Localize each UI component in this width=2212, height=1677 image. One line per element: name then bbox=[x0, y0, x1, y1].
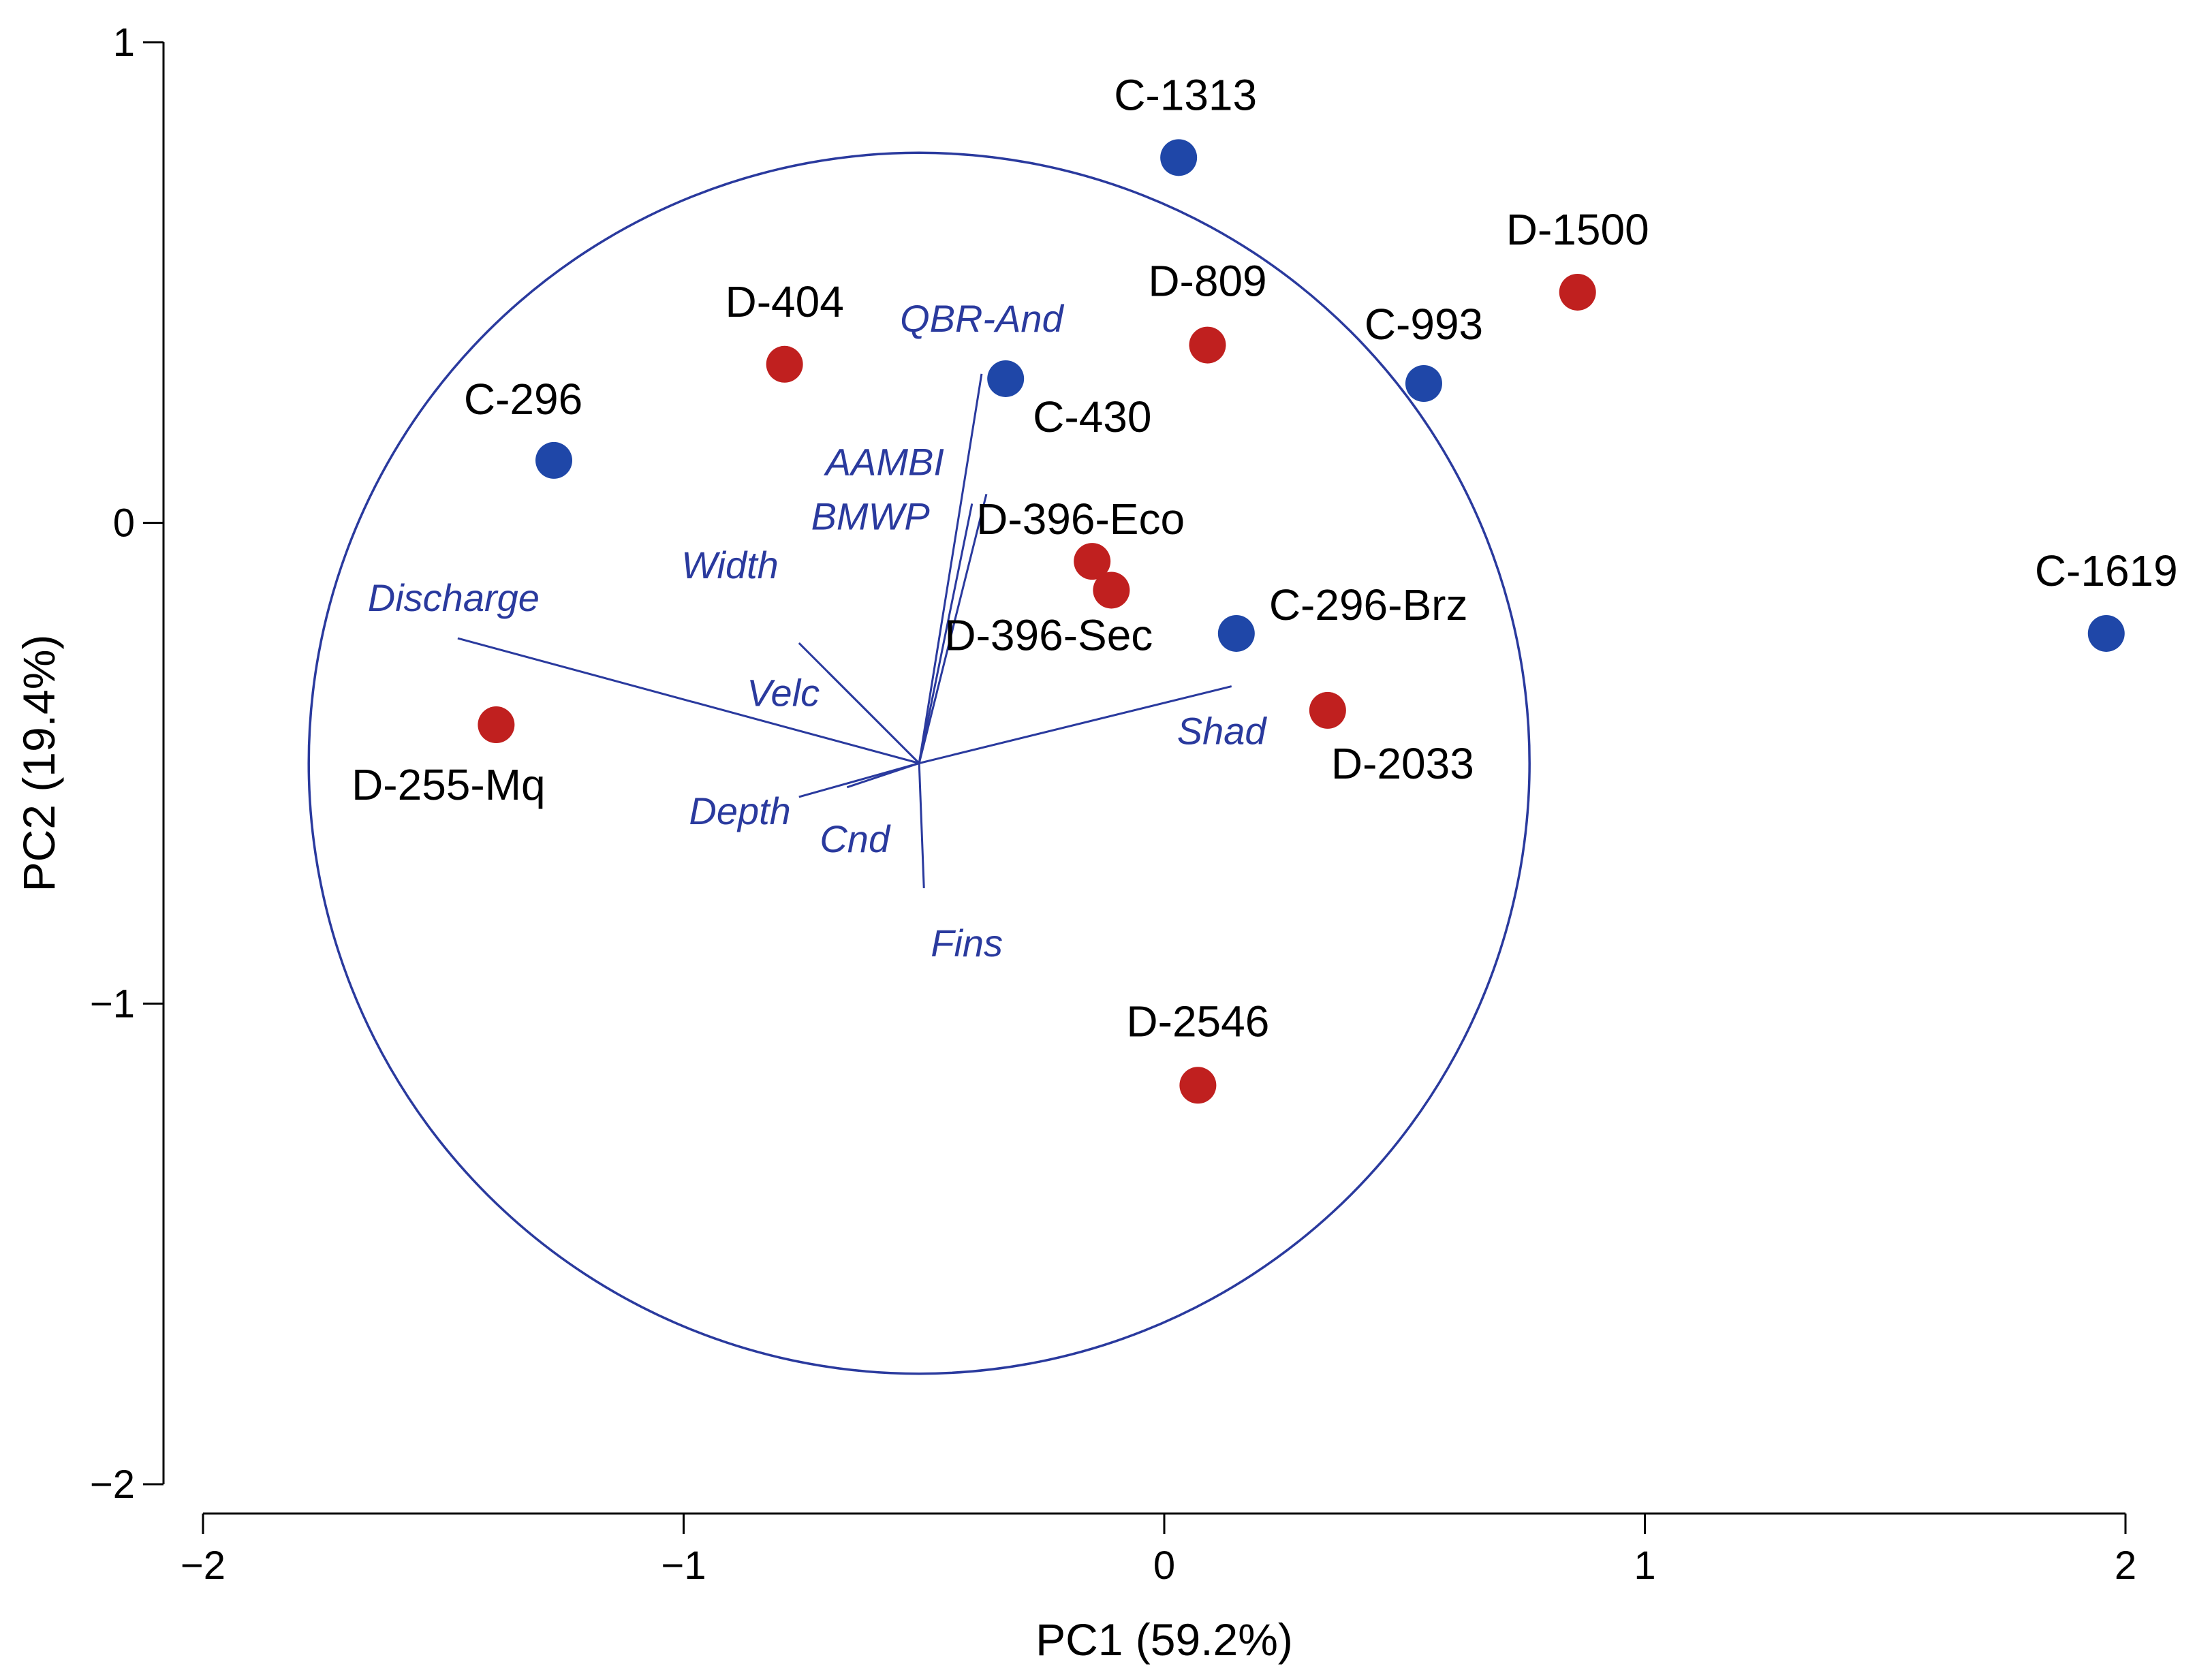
y-ticks: 1 0 −1 −2 bbox=[90, 20, 163, 1507]
y-axis-title: PC2 (19.4%) bbox=[14, 635, 64, 892]
biplot-overlay: QBR-And AAMBI BMWP Discharge Width Velc Shad De… bbox=[307, 151, 1531, 1375]
variable-vector bbox=[457, 637, 920, 764]
x-tick-label: 0 bbox=[1153, 1543, 1175, 1588]
data-point-label: C-296-Brz bbox=[1269, 580, 1468, 629]
data-point bbox=[1093, 571, 1130, 609]
data-point bbox=[535, 441, 573, 479]
data-point-label: D-809 bbox=[1148, 257, 1266, 306]
y-tick-label: 1 bbox=[113, 20, 135, 65]
variable-label: QBR-And bbox=[900, 297, 1064, 340]
data-point-label: D-2546 bbox=[1126, 997, 1269, 1046]
data-point bbox=[1074, 543, 1111, 580]
sample-points bbox=[478, 139, 2125, 1104]
data-point bbox=[1309, 691, 1346, 729]
data-point bbox=[1189, 326, 1226, 364]
data-point-label: D-255-Mq bbox=[352, 760, 546, 809]
data-point bbox=[987, 360, 1025, 397]
y-tick-label: 0 bbox=[113, 501, 135, 546]
variable-vector bbox=[918, 493, 988, 764]
data-point-label: D-2033 bbox=[1331, 739, 1474, 788]
variable-label: Velc bbox=[747, 671, 820, 714]
y-tick-label: −2 bbox=[90, 1462, 135, 1507]
variable-label: Width bbox=[681, 544, 779, 586]
data-point-label: C-993 bbox=[1365, 300, 1483, 349]
variable-labels: QBR-And AAMBI BMWP Discharge Width Velc Shad De… bbox=[368, 297, 1268, 965]
x-tick-label: −2 bbox=[181, 1543, 225, 1588]
data-point bbox=[1179, 1067, 1217, 1104]
correlation-circle bbox=[307, 151, 1531, 1375]
variable-label: AAMBI bbox=[824, 440, 944, 483]
variable-label: Discharge bbox=[368, 576, 540, 619]
data-point-label: D-404 bbox=[725, 277, 843, 326]
sample-labels: C-1313 D-1500 D-404 D-809 C-993 C-430 C-296 D-3… bbox=[352, 70, 2178, 1046]
variable-vectors bbox=[457, 373, 1232, 889]
x-tick-label: 1 bbox=[1634, 1543, 1655, 1588]
variable-vector bbox=[918, 503, 973, 764]
x-axis-title: PC1 (59.2%) bbox=[1035, 1614, 1293, 1665]
y-tick-label: −1 bbox=[90, 982, 135, 1026]
variable-vector bbox=[827, 671, 920, 764]
data-point bbox=[766, 345, 803, 383]
variable-label: Shad bbox=[1177, 710, 1268, 753]
data-point-label: C-1619 bbox=[2035, 546, 2178, 595]
data-point-label: D-1500 bbox=[1506, 205, 1649, 254]
data-point bbox=[1559, 273, 1596, 311]
data-point-label: D-396-Sec bbox=[944, 610, 1153, 659]
x-tick-label: −1 bbox=[661, 1543, 706, 1588]
data-point bbox=[478, 706, 515, 744]
variable-vector bbox=[918, 763, 925, 889]
variable-label: BMWP bbox=[811, 495, 930, 537]
x-ticks: −2 −1 0 1 2 bbox=[181, 1514, 2136, 1588]
data-point bbox=[1405, 365, 1442, 403]
axes: 1 0 −1 −2 −2 −1 0 1 2 PC1 (59.2%) PC2 (19.4%) bbox=[14, 20, 2136, 1665]
variable-label: Depth bbox=[689, 789, 790, 832]
data-point bbox=[2087, 614, 2125, 652]
data-point-label: C-296 bbox=[464, 375, 582, 424]
data-point bbox=[1160, 139, 1198, 176]
variable-vector bbox=[846, 762, 920, 789]
variable-vector bbox=[918, 373, 983, 764]
data-point-label: C-430 bbox=[1033, 392, 1151, 441]
variable-vector bbox=[918, 685, 1232, 764]
data-point bbox=[1217, 614, 1255, 652]
data-point-label: C-1313 bbox=[1114, 70, 1257, 119]
x-tick-label: 2 bbox=[2115, 1543, 2136, 1588]
variable-label: Fins bbox=[931, 922, 1003, 965]
variable-label: Cnd bbox=[820, 817, 891, 860]
data-point-label: D-396-Eco bbox=[976, 495, 1185, 544]
